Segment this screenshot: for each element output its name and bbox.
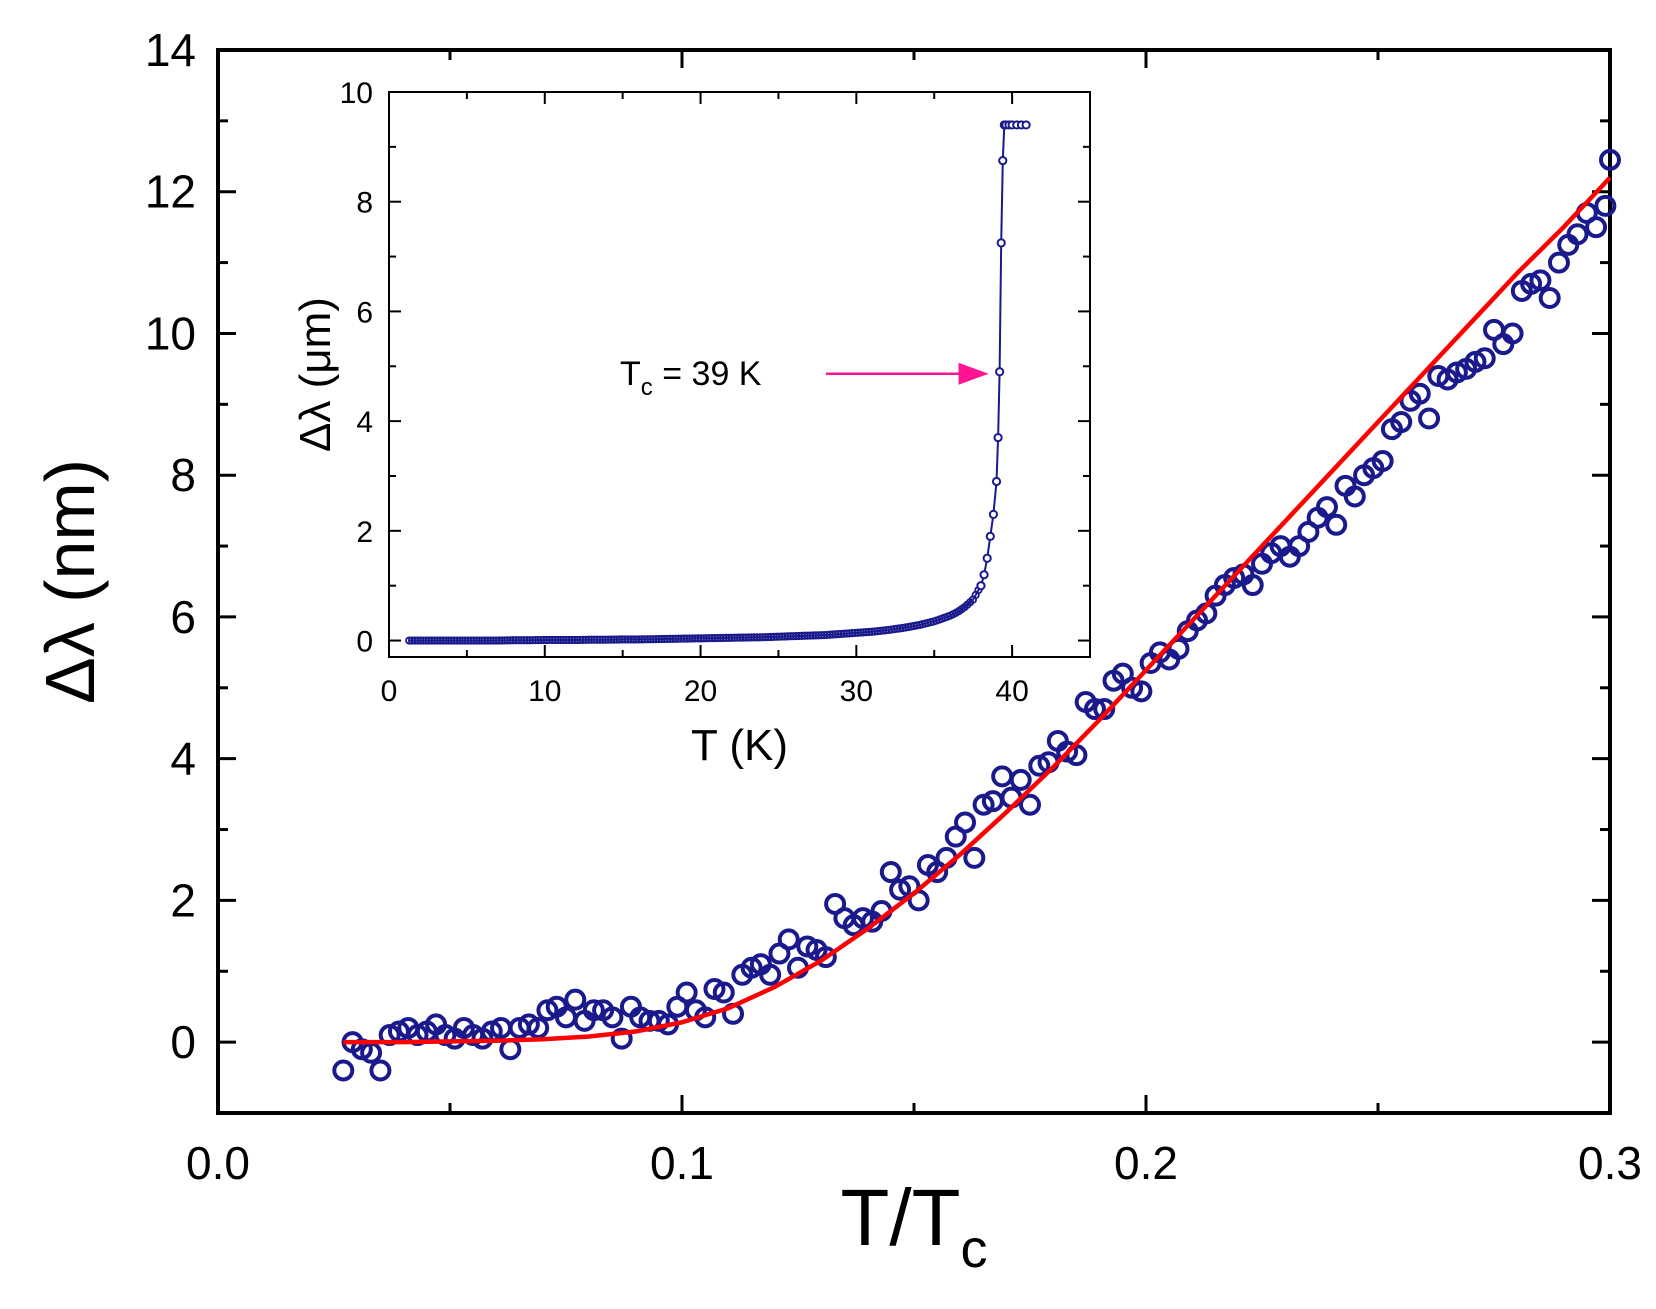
main-data-point — [1594, 194, 1617, 217]
inset-y-tick-label: 8 — [356, 187, 373, 220]
main-data-point — [1019, 793, 1041, 816]
inset-x-tick-label: 40 — [995, 675, 1028, 708]
main-y-tick-label: 14 — [145, 24, 196, 76]
main-data-point — [1473, 347, 1496, 370]
inset-data-point — [988, 509, 999, 519]
main-data-point — [1083, 698, 1106, 721]
inset-data-point — [991, 476, 1002, 487]
inset-plot: 0 10 20 30 40 0 2 4 6 8 10 T (K) Δλ (μm) Tc = 39 K — [291, 77, 1091, 770]
main-x-tick-label: 0.0 — [186, 1137, 250, 1189]
main-data-point — [1501, 322, 1524, 345]
inset-data-point — [995, 367, 1005, 377]
inset-x-tick-label: 20 — [684, 675, 717, 708]
main-y-tick-label: 2 — [170, 874, 196, 926]
inset-x-tick-label: 30 — [840, 675, 873, 708]
main-data-point — [1093, 698, 1116, 721]
inset-x-axis-title: T (K) — [691, 721, 788, 770]
inset-y-tick-label: 4 — [356, 406, 373, 439]
main-data-point — [954, 811, 977, 834]
main-data-point — [1343, 485, 1366, 508]
inset-data-point — [979, 570, 989, 580]
main-x-tick-label: 0.1 — [650, 1137, 714, 1189]
main-data-point — [1325, 513, 1348, 536]
inset-x-tick-label: 10 — [528, 675, 561, 708]
main-data-point — [712, 981, 735, 1004]
main-data-point — [610, 1027, 633, 1050]
inset-y-tick-label: 0 — [356, 626, 373, 659]
main-x-axis-title: T/Tc — [841, 1173, 988, 1279]
main-data-point — [1566, 223, 1589, 246]
main-data-point — [601, 1006, 624, 1029]
main-data-point — [963, 846, 986, 869]
main-x-tick-label: 0.2 — [1114, 1137, 1178, 1189]
inset-data-point — [976, 581, 986, 591]
main-data-point — [1167, 637, 1190, 660]
main-data-point — [1547, 251, 1570, 274]
main-data-point — [332, 1059, 355, 1082]
main-y-tick-label: 10 — [145, 307, 196, 359]
main-data-point — [564, 988, 587, 1011]
main-plot: 0.0 0.1 0.2 0.3 0 2 4 6 8 10 12 14 T/Tc Δλ (nm) — [31, 24, 1642, 1279]
main-y-tick-label: 6 — [170, 591, 196, 643]
main-fit-line — [343, 176, 1612, 1045]
main-data-point — [991, 765, 1014, 788]
main-data-point — [1315, 496, 1338, 519]
main-data-point — [1529, 269, 1552, 292]
inset-y-axis-title: Δλ (μm) — [291, 297, 340, 452]
inset-y-tick-label: 6 — [356, 296, 373, 329]
inset-y-tick-label: 10 — [340, 77, 373, 110]
inset-data-point — [998, 155, 1008, 166]
main-data-point — [759, 963, 782, 986]
inset-data-point — [993, 432, 1003, 443]
main-data-point — [1418, 407, 1441, 430]
inset-data-point — [982, 553, 992, 563]
main-data-point — [777, 928, 800, 951]
main-data-point — [1371, 450, 1394, 473]
inset-data-point — [1021, 120, 1031, 130]
inset-data-point — [985, 531, 995, 541]
main-data-point — [1599, 148, 1621, 171]
main-data-point — [1585, 216, 1608, 239]
main-y-tick-label: 8 — [170, 449, 196, 501]
inset-data-point — [996, 238, 1006, 248]
main-data-point — [1009, 768, 1032, 791]
main-data-point — [879, 861, 902, 884]
main-data-point — [527, 1016, 550, 1039]
inset-tc-arrow-head — [958, 362, 989, 385]
inset-x-tick-label: 0 — [381, 675, 398, 708]
main-y-tick-label: 0 — [170, 1016, 196, 1068]
main-data-point — [499, 1038, 522, 1061]
main-y-tick-label: 12 — [145, 166, 196, 218]
main-data-point — [369, 1059, 392, 1082]
main-data-point — [814, 946, 837, 969]
inset-y-tick-label: 2 — [356, 516, 373, 549]
main-y-tick-label: 4 — [170, 733, 196, 785]
main-data-point — [1241, 574, 1264, 597]
main-data-point — [1538, 287, 1561, 310]
inset-data-points — [405, 120, 1031, 645]
main-x-tick-label: 0.3 — [1578, 1137, 1642, 1189]
main-data-point — [1130, 680, 1153, 703]
main-data-point — [582, 999, 605, 1022]
inset-tc-annotation: Tc = 39 K — [620, 355, 762, 401]
main-y-axis-title: Δλ (nm) — [31, 459, 109, 704]
main-data-point — [1390, 411, 1413, 434]
main-data-point — [1408, 382, 1431, 405]
main-data-point — [675, 981, 698, 1004]
